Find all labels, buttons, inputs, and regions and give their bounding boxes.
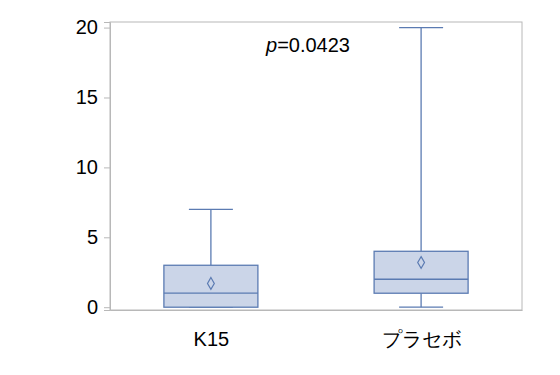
box <box>164 265 258 307</box>
whisker-upper <box>210 209 211 265</box>
x-axis: K15 プラセボ <box>111 311 523 351</box>
median <box>374 279 468 280</box>
y-tick: 15 <box>76 86 110 108</box>
annotation: p=0.0423 <box>265 34 350 56</box>
whisker-cap-upper <box>399 27 443 28</box>
boxes <box>164 28 468 308</box>
y-tick: 0 <box>87 296 110 318</box>
x-tick: プラセボ <box>382 328 462 350</box>
box-group <box>374 28 468 308</box>
y-tick-label: 0 <box>87 296 98 318</box>
y-tick-mark <box>104 97 110 98</box>
box-group <box>164 209 258 307</box>
chart: 0 5 10 15 20 K15 プラセボ p=0.0423 <box>0 0 560 375</box>
x-tick-label: プラセボ <box>382 328 462 350</box>
whisker-lower <box>420 293 421 307</box>
x-tick-label: K15 <box>194 328 230 350</box>
mean-marker <box>207 278 214 290</box>
mean-marker <box>418 257 425 269</box>
whisker-cap-upper <box>189 209 233 210</box>
x-axis-line <box>111 310 523 311</box>
y-tick-label: 15 <box>76 86 98 108</box>
box <box>374 251 468 293</box>
y-tick: 10 <box>76 156 110 178</box>
x-tick: K15 <box>194 328 230 350</box>
y-tick-mark <box>104 28 110 29</box>
median <box>164 293 258 294</box>
y-tick-mark <box>104 237 110 238</box>
y-tick: 5 <box>87 226 110 248</box>
y-tick-label: 5 <box>87 226 98 248</box>
whisker-cap-lower <box>399 307 443 308</box>
y-tick: 20 <box>76 16 110 38</box>
whisker-upper <box>420 28 421 252</box>
plot-frame <box>110 22 522 310</box>
y-tick-mark <box>104 307 110 308</box>
y-axis-line <box>104 23 111 311</box>
y-tick-label: 20 <box>76 16 98 38</box>
y-tick-mark <box>104 167 110 168</box>
y-tick-label: 10 <box>76 156 98 178</box>
y-axis: 0 5 10 15 20 <box>76 16 111 318</box>
